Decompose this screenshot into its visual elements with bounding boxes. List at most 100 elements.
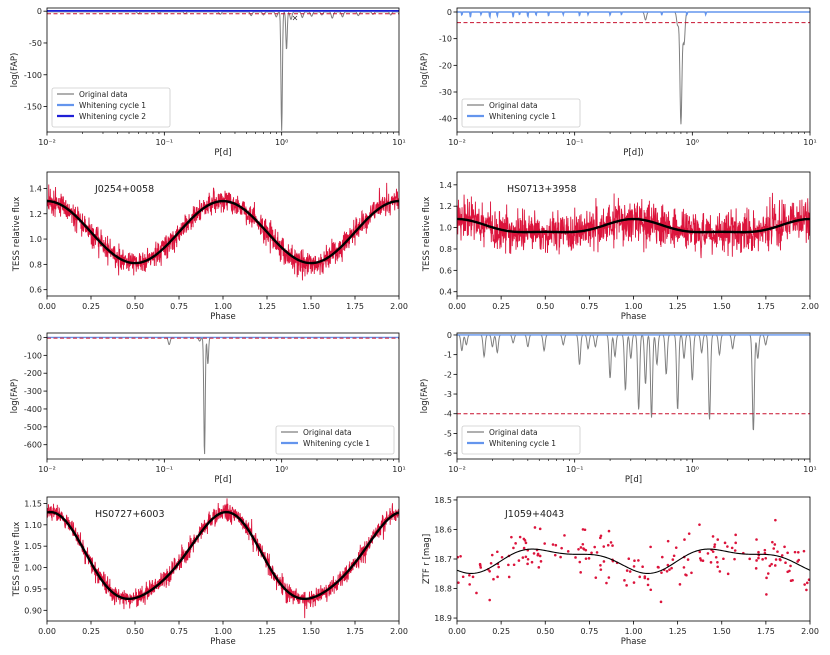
x-tick-label: 0.75 — [580, 302, 598, 311]
y-tick-label: 1.4 — [29, 184, 42, 193]
subplot-p3: J0254+0058 0.00 0.25 0.50 0.75 1.00 1.25 1.50 1.… — [12, 171, 408, 322]
y-tick-label: 18.7 — [434, 555, 452, 564]
x-tick-label: 0.00 — [38, 627, 56, 636]
data-point — [657, 566, 660, 569]
x-tick-label: 2.00 — [390, 302, 408, 311]
data-point — [637, 559, 640, 562]
data-point — [496, 550, 499, 554]
y-tick-label: 0.6 — [439, 266, 452, 275]
x-tick-label: 10⁻² — [38, 465, 56, 474]
data-point — [789, 564, 792, 568]
data-point — [773, 543, 777, 546]
x-tick-label: 1.00 — [625, 627, 643, 636]
data-point — [709, 561, 713, 564]
data-point — [666, 563, 670, 567]
data-point — [512, 563, 516, 567]
y-tick-label: 18.6 — [434, 525, 452, 534]
data-point — [574, 556, 577, 559]
y-tick-label: 0 — [37, 7, 42, 16]
x-axis-label: P[d] — [214, 148, 231, 158]
data-point — [765, 576, 768, 580]
data-point — [584, 548, 588, 552]
x-tick-label: 10⁻¹ — [566, 138, 584, 147]
subplot-p7: HS0727+6003 0.00 0.25 0.50 0.75 1.00 1.25 1.50 1… — [12, 496, 408, 647]
data-point — [701, 559, 705, 562]
data-point — [468, 573, 471, 577]
data-point — [607, 576, 611, 579]
data-point — [537, 566, 541, 569]
data-point — [581, 542, 585, 546]
x-tick-label: 0.00 — [448, 627, 466, 636]
data-point — [763, 548, 767, 552]
legend-box — [461, 425, 581, 455]
data-point — [768, 564, 772, 568]
data-point — [763, 551, 767, 555]
data-point — [554, 543, 558, 547]
data-point — [641, 565, 644, 569]
data-point — [595, 551, 599, 554]
y-tick-label: -6 — [444, 449, 452, 458]
data-point — [518, 535, 522, 539]
data-point — [590, 551, 593, 555]
data-point — [563, 534, 566, 537]
data-point — [611, 544, 614, 547]
legend-label: Whitening cycle 1 — [303, 439, 370, 448]
x-axis-label: P[d] — [625, 475, 642, 485]
plot-area — [457, 518, 810, 604]
x-axis-label: Phase — [210, 312, 235, 322]
data-point — [706, 552, 710, 555]
data-point — [538, 554, 542, 558]
series-tess-data — [47, 182, 399, 281]
y-tick-label: -50 — [29, 39, 42, 48]
data-point — [593, 545, 596, 549]
data-point — [807, 578, 810, 582]
data-point — [678, 583, 682, 586]
data-point — [796, 551, 800, 554]
x-tick-label: 0.75 — [170, 302, 188, 311]
x-tick-label: 10¹ — [392, 138, 405, 147]
data-point — [551, 543, 555, 546]
data-point — [773, 564, 777, 567]
data-point — [726, 545, 729, 548]
data-point — [714, 555, 718, 559]
y-tick-label: -20 — [439, 61, 452, 70]
data-point — [488, 598, 491, 602]
y-tick-label: -600 — [24, 441, 42, 450]
data-point — [510, 535, 513, 539]
y-tick-label: -500 — [24, 423, 42, 432]
y-tick-label: 0.8 — [29, 260, 42, 269]
y-tick-label: 1.0 — [29, 235, 42, 244]
x-tick-label: 10⁻² — [38, 138, 56, 147]
subplot-p8: J1059+4043 0.00 0.25 0.50 0.75 1.00 1.25 1.50 1.… — [422, 496, 819, 647]
y-tick-label: 1.10 — [24, 521, 42, 530]
data-point — [786, 551, 789, 555]
y-axis-label: TESS relative flux — [422, 197, 432, 273]
data-point — [627, 557, 631, 560]
legend: Original data Whitening cycle 1 Whitening … — [51, 87, 171, 128]
y-axis-label: log(FAP) — [10, 53, 20, 88]
data-point — [578, 560, 582, 564]
data-point — [754, 567, 758, 570]
data-point — [733, 549, 737, 552]
data-point — [764, 556, 768, 560]
object-name-label: HS0727+6003 — [95, 509, 165, 520]
data-point — [607, 529, 611, 533]
data-point — [533, 526, 537, 529]
data-point — [646, 583, 650, 587]
data-point — [698, 557, 702, 560]
data-point — [625, 569, 629, 572]
data-point — [566, 550, 570, 553]
data-point — [716, 565, 719, 569]
x-axis-label: P[d]) — [623, 148, 643, 158]
data-point — [802, 549, 806, 553]
data-point — [594, 576, 598, 579]
x-axis-label: Phase — [210, 637, 235, 647]
subplot-p4: HS0713+3958 0.00 0.25 0.50 0.75 1.00 1.25 1.50 1… — [422, 171, 819, 322]
data-point — [646, 577, 650, 581]
data-point — [805, 581, 809, 585]
series-model-fit — [47, 199, 399, 265]
data-point — [683, 538, 686, 541]
x-tick-label: 10⁰ — [275, 138, 288, 147]
y-tick-label: -2 — [444, 370, 452, 379]
data-point — [672, 554, 676, 558]
